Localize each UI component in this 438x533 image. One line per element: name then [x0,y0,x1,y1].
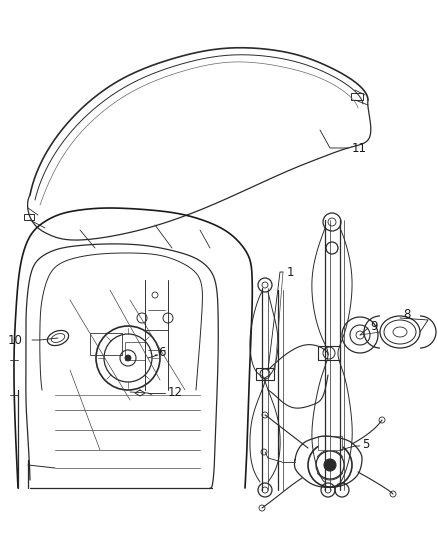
FancyBboxPatch shape [318,436,342,450]
Text: 9: 9 [370,319,378,333]
Text: 8: 8 [403,309,410,321]
Text: 10: 10 [8,334,23,346]
Text: 5: 5 [362,438,369,450]
FancyBboxPatch shape [90,333,122,355]
FancyBboxPatch shape [125,342,145,360]
Text: 6: 6 [158,346,166,359]
Circle shape [125,355,131,361]
Circle shape [324,459,336,471]
Circle shape [327,462,333,468]
FancyBboxPatch shape [318,346,340,360]
FancyBboxPatch shape [256,368,274,380]
FancyBboxPatch shape [351,93,363,100]
FancyBboxPatch shape [24,214,34,220]
Text: 12: 12 [168,386,183,400]
Text: 11: 11 [352,141,367,155]
Text: 1: 1 [287,265,294,279]
